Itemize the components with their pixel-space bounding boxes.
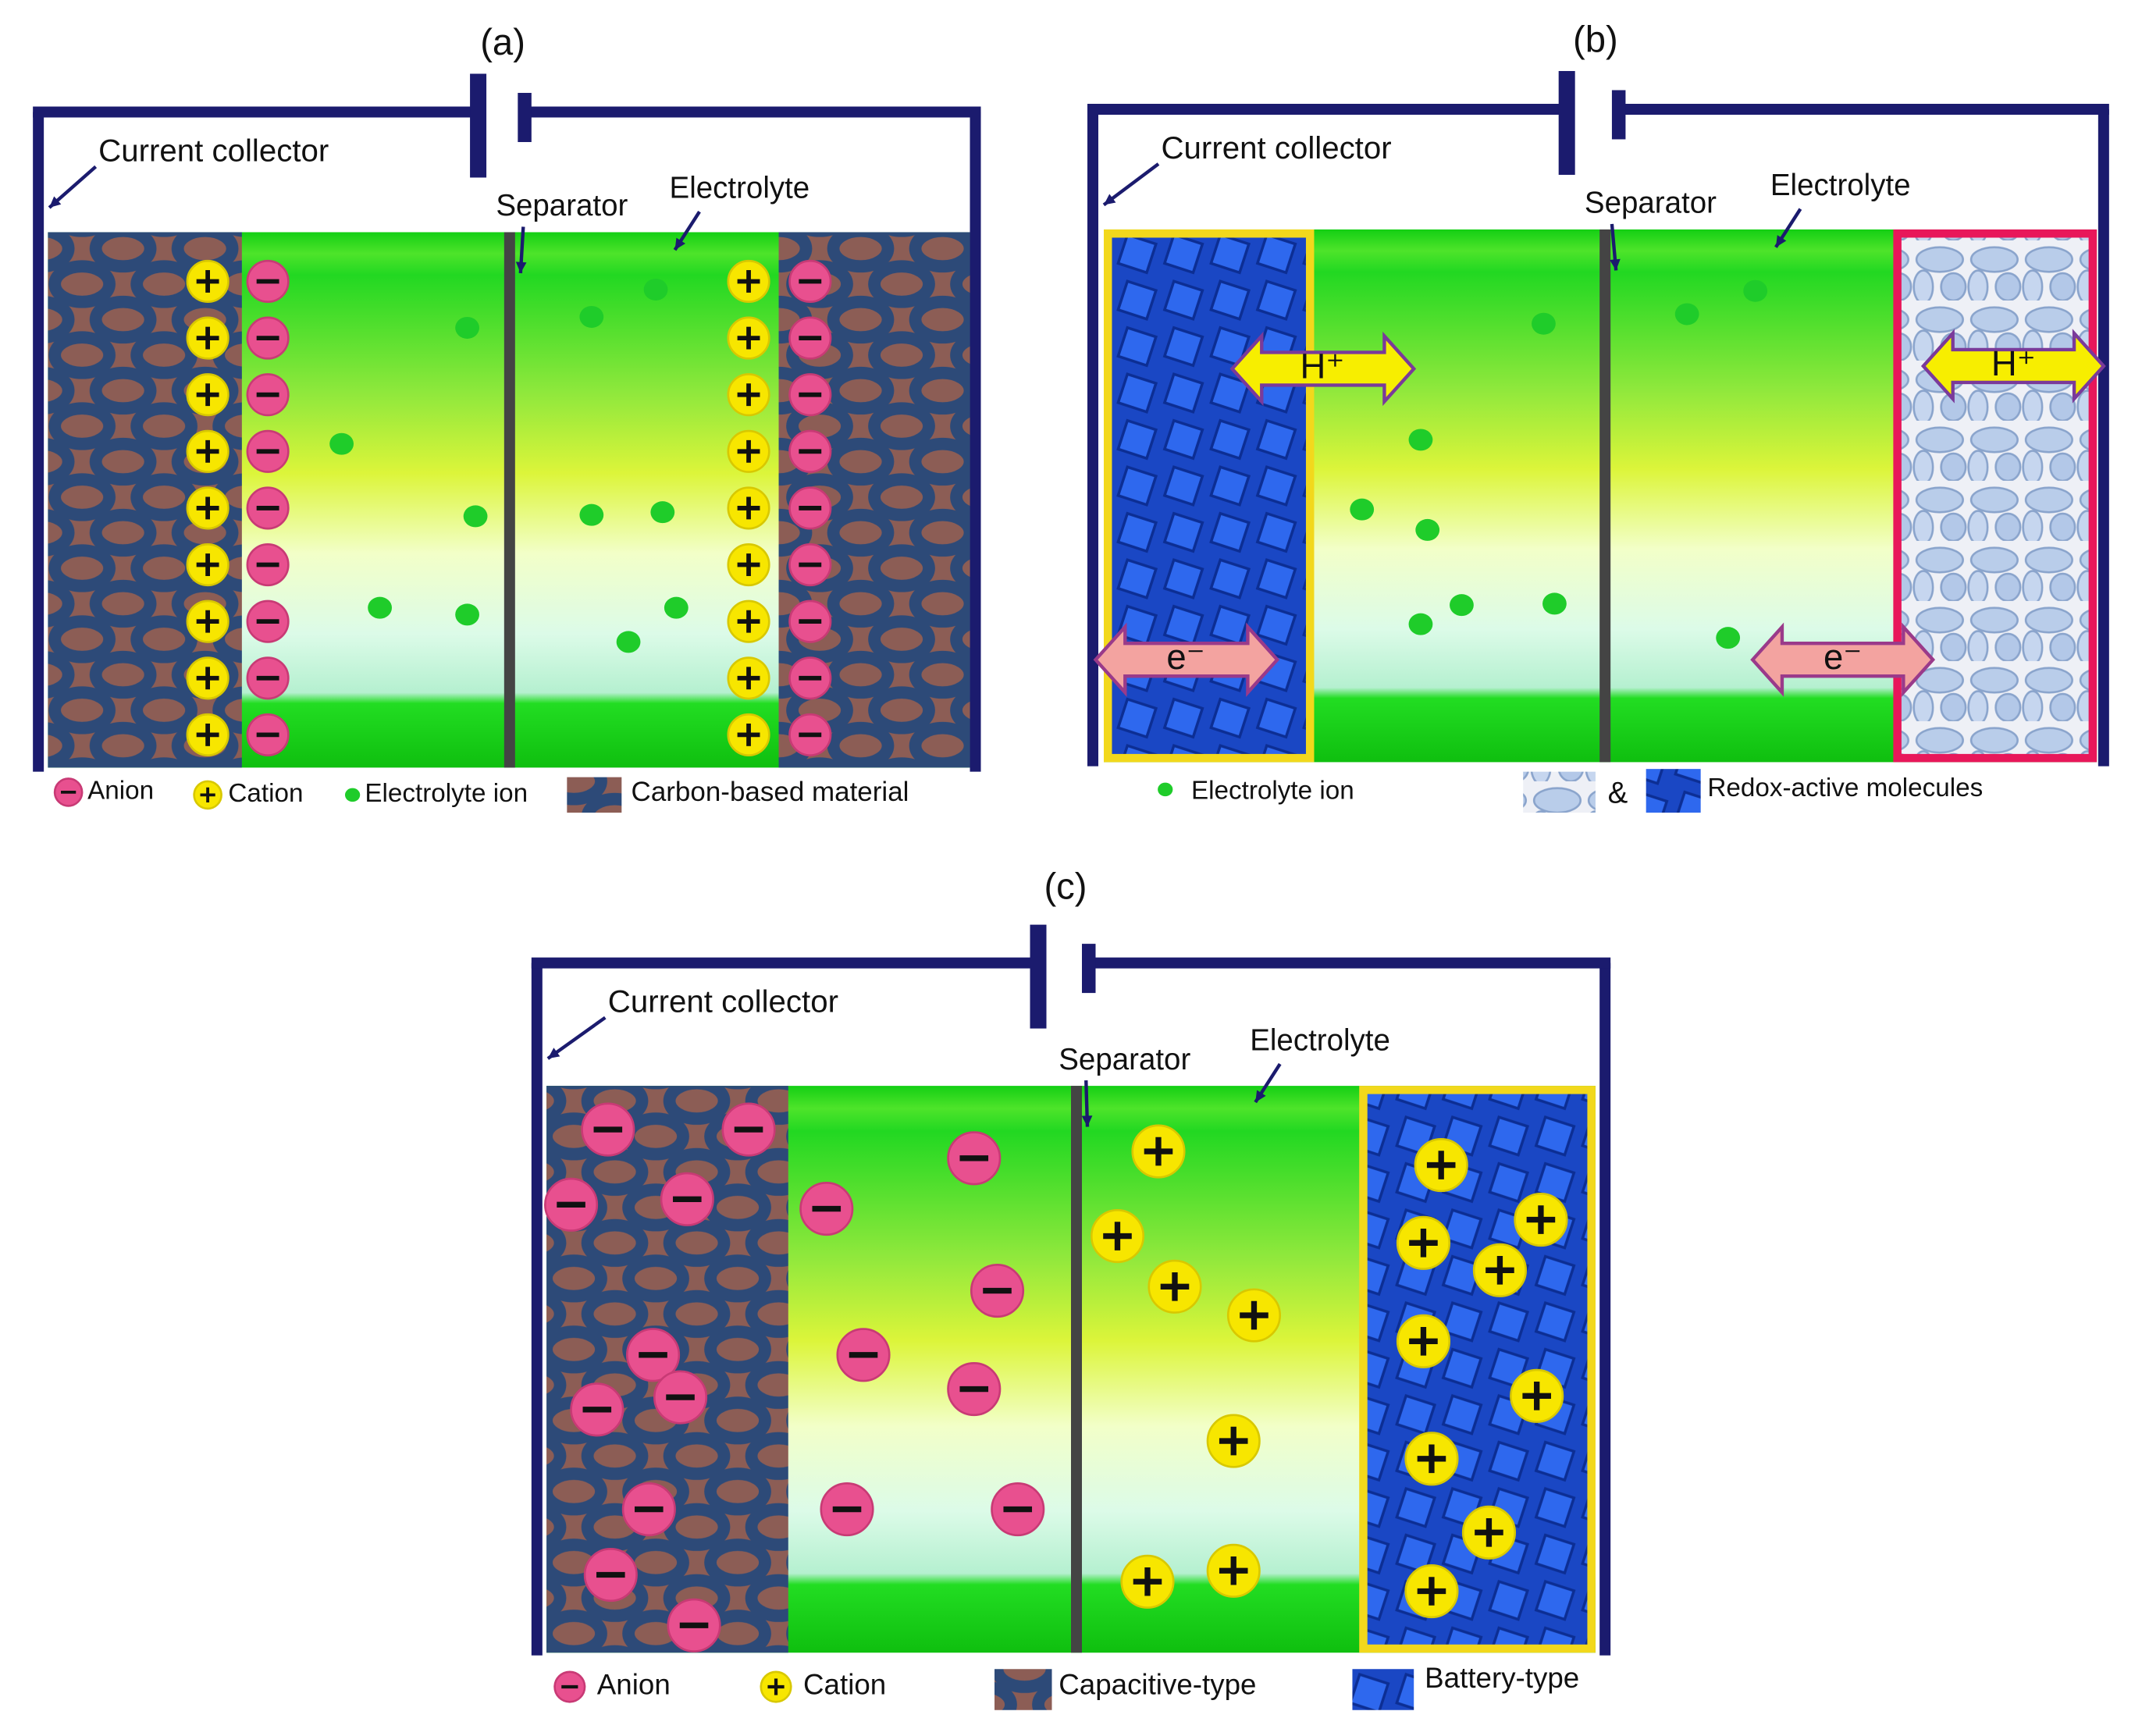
electrolyte-label: Electrolyte (670, 171, 810, 205)
arrow-head (49, 196, 62, 208)
legend-label: Cation (228, 779, 303, 808)
electrolyte-ion (455, 603, 479, 626)
double-arrow (1750, 622, 1936, 697)
panel-label: (a) (480, 22, 525, 63)
arrow-head (1081, 1115, 1093, 1127)
pointer-arrow (546, 1016, 607, 1060)
legend-label: Electrolyte ion (365, 779, 528, 808)
legend-label: & (1608, 777, 1628, 810)
legend-label: Battery-type (1425, 1662, 1579, 1694)
battery-plate (470, 73, 487, 178)
electrolyte-ion (1716, 627, 1741, 649)
battery-electrode (1367, 1094, 1588, 1645)
electrolyte-ion (368, 596, 392, 619)
pointer-arrow (1102, 162, 1160, 207)
electrolyte-ion (1415, 518, 1440, 541)
battery-plate (1611, 90, 1626, 140)
legend-swatch (1352, 1669, 1414, 1710)
arrow-head (515, 261, 527, 273)
electrolyte-ion (463, 505, 488, 528)
battery-plate (1081, 944, 1096, 994)
electrolyte-ion (1450, 594, 1474, 617)
electrolyte-ion (344, 788, 361, 802)
legend-swatch (994, 1669, 1052, 1710)
electrolyte-ion (616, 631, 641, 653)
electrolyte-label: Electrolyte (1770, 169, 1911, 202)
arrow-head (1255, 1090, 1266, 1103)
electrolyte-ion (455, 316, 479, 339)
electrolyte-ion (1350, 498, 1375, 521)
electrolyte-ion (579, 503, 604, 526)
legend-label: Anion (87, 777, 154, 806)
arrow-head (1103, 194, 1116, 205)
arrow-head (547, 1048, 560, 1059)
separator (1071, 1086, 1082, 1653)
electrolyte-ion (1408, 429, 1433, 451)
panel-label: (b) (1573, 20, 1618, 61)
electrolyte-ion (664, 596, 688, 619)
arrow-head (674, 237, 685, 251)
electrolyte-ion (643, 278, 668, 301)
electrolyte-ion (1158, 782, 1173, 797)
electrolyte-ion (1532, 312, 1556, 335)
panel-label: (c) (1044, 866, 1087, 908)
separator (1599, 229, 1611, 763)
electrolyte-ion (1674, 303, 1699, 326)
ion-label: H⁺ (1300, 346, 1345, 386)
double-arrow (1920, 329, 2106, 404)
double-arrow (1093, 622, 1280, 697)
separator-label: Separator (496, 189, 628, 222)
legend-label: Anion (597, 1669, 671, 1701)
electrolyte-ion (650, 501, 675, 524)
ion-label: e⁻ (1824, 637, 1862, 677)
separator (503, 232, 515, 768)
legend-swatch (1523, 771, 1596, 813)
legend-swatch (1646, 769, 1701, 813)
electrolyte-ion (579, 305, 604, 328)
legend-label: Carbon-based material (632, 777, 909, 807)
electrolyte-ion (1743, 279, 1768, 302)
battery-plate (1030, 924, 1047, 1029)
legend-swatch (567, 777, 622, 813)
battery-plate (1558, 70, 1575, 175)
redox-electrode (1901, 237, 2089, 754)
double-arrow (1229, 331, 1417, 407)
ion-label: e⁻ (1166, 637, 1204, 677)
separator-label: Separator (1059, 1043, 1190, 1076)
electrolyte-label: Electrolyte (1250, 1023, 1390, 1057)
battery-plate (518, 92, 532, 142)
separator-label: Separator (1585, 187, 1717, 220)
legend-label: Redox-active molecules (1707, 774, 1983, 802)
electrolyte-ion (329, 432, 354, 455)
arrow-head (1775, 235, 1787, 247)
legend-label: Electrolyte ion (1191, 777, 1354, 806)
legend-label: Capacitive-type (1059, 1669, 1256, 1701)
current-collector-label: Current collector (608, 984, 838, 1019)
current-collector-label: Current collector (1161, 130, 1391, 165)
electrolyte-ion (1542, 592, 1567, 615)
arrow-head (1610, 258, 1621, 271)
electrolyte-ion (1408, 613, 1433, 635)
current-collector-label: Current collector (98, 133, 329, 169)
ion-label: H⁺ (1991, 343, 2036, 383)
legend-label: Cation (803, 1669, 886, 1701)
